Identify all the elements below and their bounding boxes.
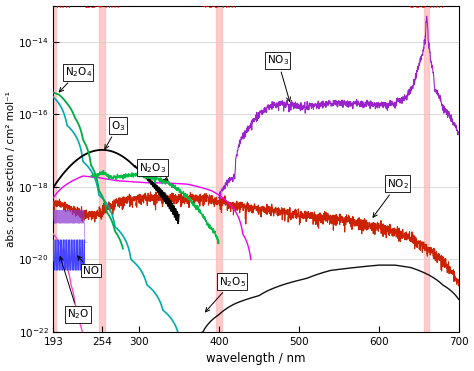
Text: 400 nm: 400 nm bbox=[201, 1, 236, 10]
Text: O$_3$: O$_3$ bbox=[105, 119, 125, 149]
Text: N$_2$O$_5$: N$_2$O$_5$ bbox=[205, 275, 246, 312]
Y-axis label: abs. cross section / cm² mol⁻¹: abs. cross section / cm² mol⁻¹ bbox=[6, 91, 16, 247]
Text: 193 nm: 193 nm bbox=[36, 1, 71, 10]
X-axis label: wavelength / nm: wavelength / nm bbox=[206, 352, 306, 365]
Bar bbox=[424, 6, 429, 332]
Bar bbox=[216, 6, 222, 332]
Text: NO$_3$: NO$_3$ bbox=[267, 54, 291, 101]
Text: N$_2$O: N$_2$O bbox=[59, 257, 90, 321]
Text: 254 nm: 254 nm bbox=[85, 1, 119, 10]
Text: N$_2$O$_4$: N$_2$O$_4$ bbox=[59, 65, 92, 92]
Text: 660 nm: 660 nm bbox=[410, 1, 444, 10]
Bar bbox=[51, 6, 56, 332]
Text: N$_2$O$_3$: N$_2$O$_3$ bbox=[139, 161, 168, 180]
Text: NO$_2$: NO$_2$ bbox=[373, 177, 409, 217]
Bar bbox=[100, 6, 105, 332]
Text: NO: NO bbox=[78, 256, 99, 276]
